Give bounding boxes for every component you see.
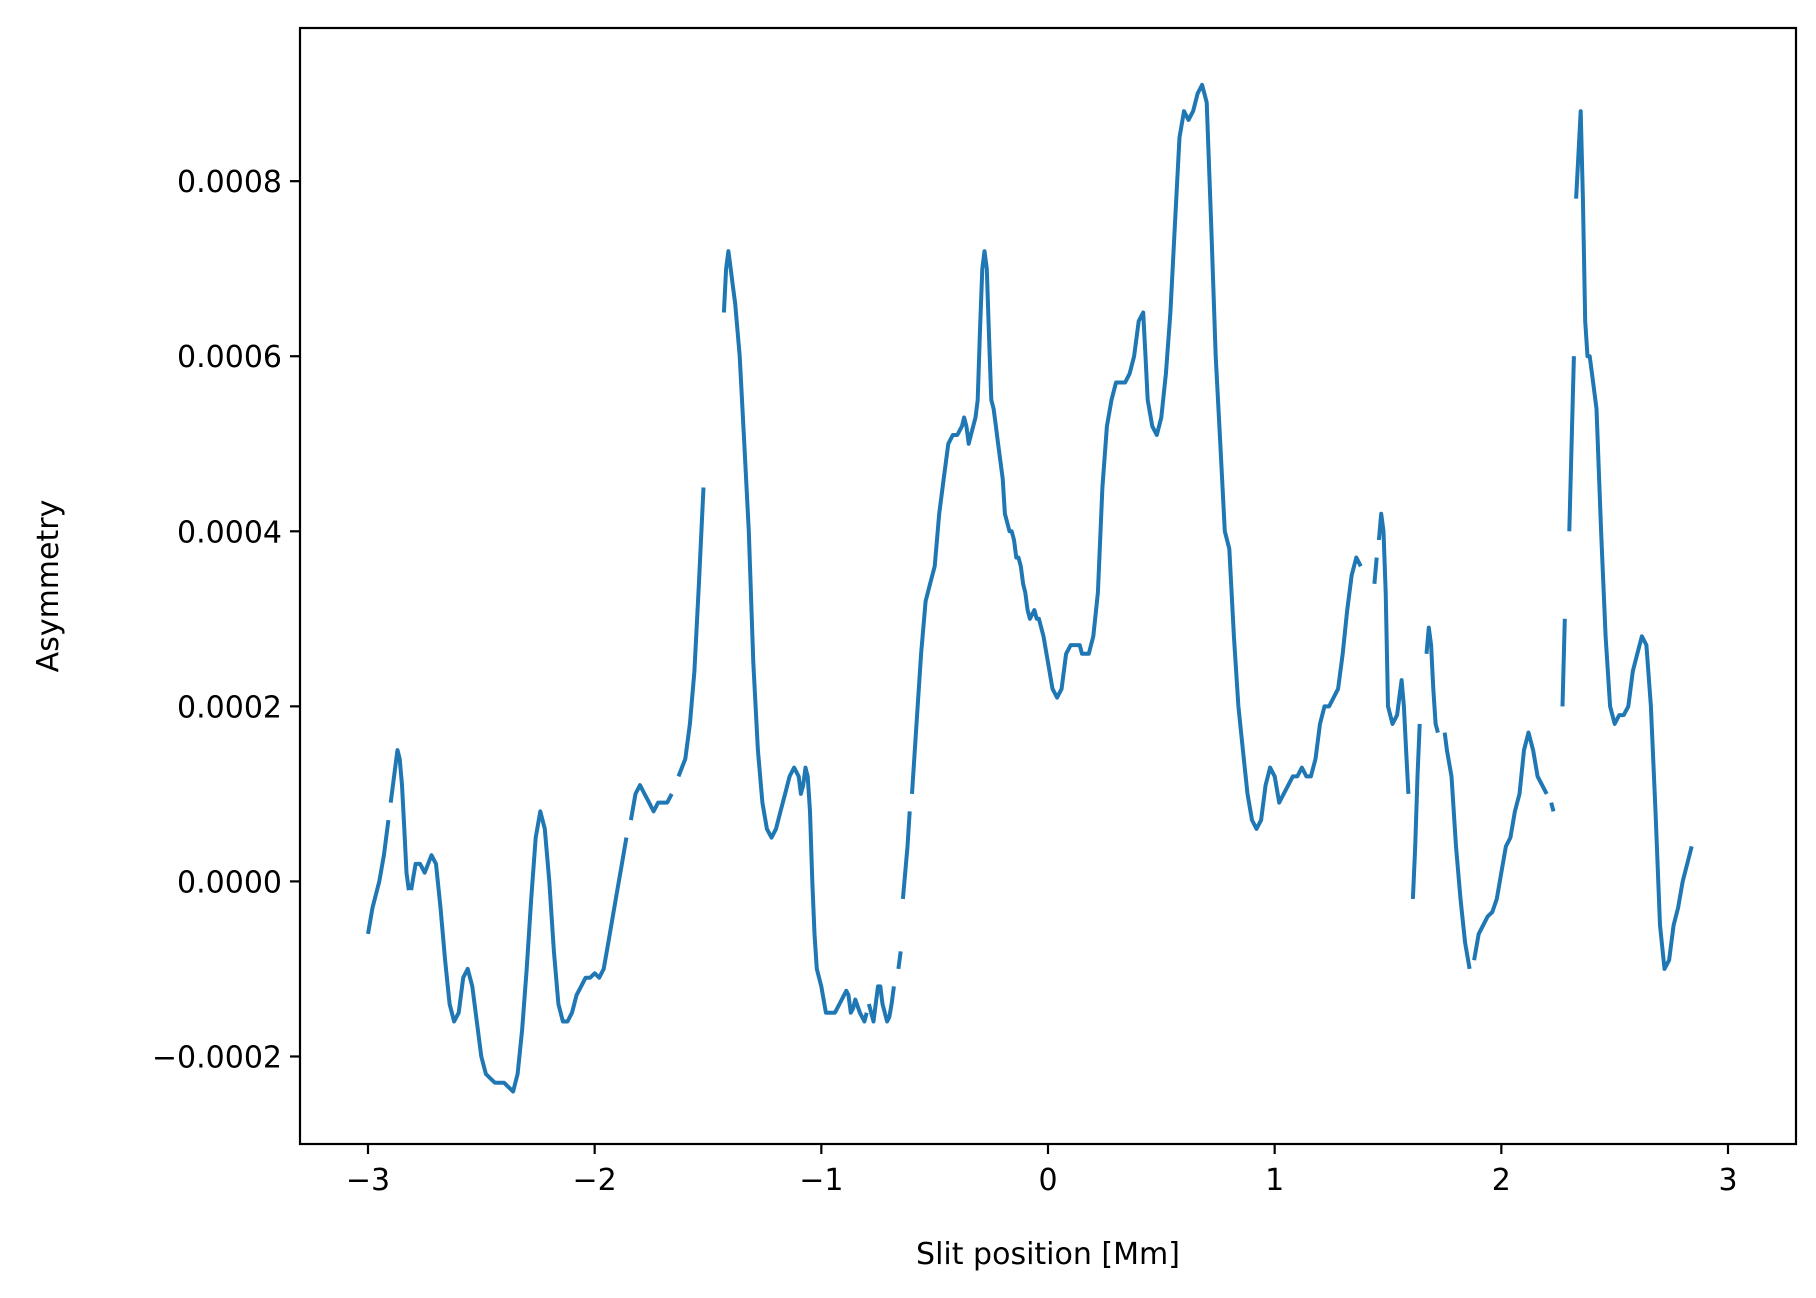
series-line-segment <box>676 487 706 778</box>
series-line-segment <box>1410 723 1422 899</box>
series-line-segment <box>1424 625 1440 734</box>
y-tick-label: −0.0002 <box>152 1040 282 1075</box>
y-axis-label: Asymmetry <box>31 500 66 673</box>
x-axis-ticks: −3 −2 −1 0 1 2 3 <box>346 1144 1738 1198</box>
y-axis-ticks: −0.0002 0.0000 0.0002 0.0004 0.0006 0.0008 <box>152 165 300 1075</box>
series-layer <box>366 82 1694 1094</box>
y-tick-label: 0.0004 <box>177 515 282 550</box>
series-line-segment <box>388 748 411 891</box>
series-line-segment <box>1376 511 1411 795</box>
x-tick-label: 2 <box>1492 1163 1511 1198</box>
series-line-segment <box>628 783 674 821</box>
y-tick-label: 0.0006 <box>177 340 282 375</box>
x-axis-label: Slit position [Mm] <box>916 1237 1180 1272</box>
series-line-segment <box>1560 618 1567 707</box>
x-tick-label: −3 <box>346 1163 390 1198</box>
y-tick-label: 0.0008 <box>177 165 282 200</box>
series-line-segment <box>1442 732 1472 970</box>
series-line-segment <box>910 82 1363 831</box>
series-line-segment <box>1574 109 1694 971</box>
x-tick-label: 0 <box>1038 1163 1057 1198</box>
x-tick-label: 1 <box>1265 1163 1284 1198</box>
series-line-segment <box>866 984 896 1024</box>
y-tick-label: 0.0000 <box>177 865 282 900</box>
series-line-segment <box>1472 730 1549 961</box>
series-line-segment <box>900 811 912 900</box>
x-tick-label: −2 <box>573 1163 617 1198</box>
series-line-segment <box>896 951 903 970</box>
x-tick-label: 3 <box>1718 1163 1737 1198</box>
series-line-segment <box>1372 557 1379 584</box>
series-line-segment <box>409 809 629 1094</box>
series-line-segment <box>366 819 391 935</box>
series-line-segment <box>1567 356 1576 532</box>
x-tick-label: −1 <box>799 1163 843 1198</box>
series-line-segment <box>721 249 869 1024</box>
series-line-segment <box>1549 802 1556 812</box>
y-tick-label: 0.0002 <box>177 690 282 725</box>
